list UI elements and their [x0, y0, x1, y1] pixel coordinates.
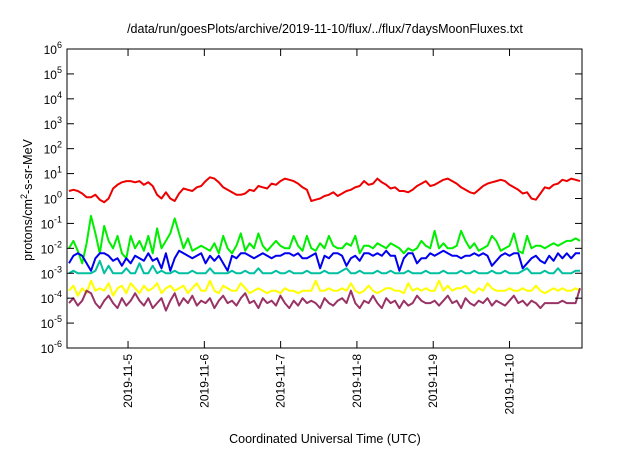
x-tick-label-0: 2019-11-5 — [121, 354, 135, 408]
x-tick-label-2: 2019-11-7 — [274, 354, 288, 408]
y-axis-label-sup: 2 — [19, 194, 29, 199]
y-tick-label-8: 102 — [44, 140, 62, 157]
series-line-2 — [68, 249, 580, 272]
series-line-0 — [68, 176, 581, 204]
y-tick-label-9: 103 — [44, 115, 62, 132]
y-axis-label-prefix: protons/cm — [21, 199, 35, 261]
y-tick-label-10: 104 — [44, 90, 62, 107]
y-tick-label-2: 10-4 — [41, 289, 62, 306]
y-axis-label-suffix: -s-sr-MeV — [21, 138, 35, 194]
x-tick-label-5: 2019-11-10 — [503, 354, 517, 415]
series-line-3 — [68, 259, 580, 275]
x-tick-label-3: 2019-11-8 — [350, 354, 364, 408]
y-tick-label-7: 101 — [44, 165, 62, 182]
y-tick-label-6: 100 — [44, 190, 62, 207]
axes-layer: 10-6 10-5 10-4 10-3 10-2 10-1 100 101 102 103 104 1… — [41, 40, 583, 415]
series-line-1 — [68, 214, 581, 265]
y-tick-label-4: 10-2 — [41, 239, 62, 256]
series-line-5 — [68, 287, 581, 312]
series-line-4 — [68, 279, 581, 297]
y-tick-label-5: 10-1 — [41, 214, 62, 231]
x-tick-label-4: 2019-11-9 — [426, 354, 440, 408]
y-tick-label-0: 10-6 — [41, 339, 62, 356]
series-layer — [68, 176, 581, 312]
x-tick-label-1: 2019-11-6 — [197, 354, 211, 408]
y-tick-label-12: 106 — [44, 40, 62, 57]
y-tick-label-11: 105 — [44, 65, 62, 82]
x-axis-label: Coordinated Universal Time (UTC) — [229, 432, 421, 446]
y-tick-label-1: 10-5 — [41, 314, 62, 331]
y-axis-label: protons/cm2-s-sr-MeV — [19, 138, 35, 260]
chart-title: /data/run/goesPlots/archive/2019-11-10/f… — [127, 22, 523, 36]
y-tick-label-3: 10-3 — [41, 264, 62, 281]
